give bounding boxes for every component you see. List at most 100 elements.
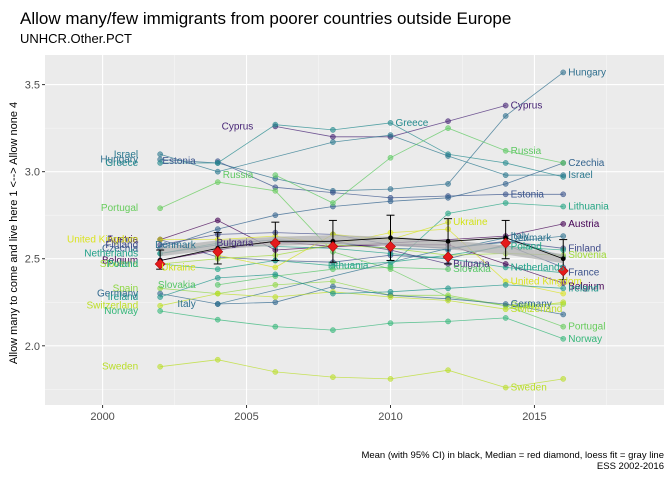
country-label-right: Denmark: [511, 233, 553, 244]
mean-line: [160, 237, 564, 261]
x-axis: 2000 2005 2010 2015: [90, 405, 547, 423]
series-point: [330, 290, 336, 297]
series-line: [160, 310, 564, 340]
series-line: [160, 286, 564, 315]
median-diamond: [557, 265, 569, 277]
series-point: [214, 275, 221, 281]
country-label-left: Poland: [107, 259, 138, 270]
mean-point: [445, 238, 451, 244]
series-israel: [157, 132, 567, 178]
series-point: [272, 369, 279, 375]
plot-panel: Hungary Hungary Cyprus Cyprus Estonia Estonia…: [45, 55, 664, 405]
country-label-right: Belgium: [568, 282, 604, 293]
country-label-right: Ukraine: [453, 217, 488, 228]
series-point: [157, 308, 164, 314]
country-label-left: Russia: [223, 170, 254, 181]
y-tick-label: 2.0: [25, 341, 40, 353]
series-point: [330, 189, 336, 196]
series-point: [272, 271, 279, 278]
median-diamond: [385, 241, 396, 252]
series-point: [272, 294, 279, 300]
labels-layer: Hungary Hungary Cyprus Cyprus Estonia Estonia…: [67, 67, 609, 393]
y-tick-label: 3.0: [25, 167, 40, 179]
series-line: [160, 273, 564, 298]
series-point: [157, 205, 164, 212]
series-point: [330, 278, 336, 285]
series-point: [214, 301, 221, 307]
series-sweden: [157, 356, 567, 391]
country-label-left: Slovakia: [158, 280, 196, 291]
series-point: [330, 133, 336, 140]
country-label-left: Hungary: [100, 154, 138, 165]
country-label-right: Germany: [511, 299, 552, 310]
series-point: [502, 301, 509, 307]
series-point: [445, 297, 451, 304]
country-label-left: Portugal: [101, 203, 138, 214]
country-label-right: Russia: [511, 146, 542, 157]
country-label-left: Denmark: [155, 240, 197, 251]
country-label-right: Finland: [568, 243, 601, 254]
series-point: [445, 285, 451, 292]
series-point: [157, 363, 164, 370]
series-point: [560, 191, 567, 198]
series-point: [330, 139, 336, 145]
series-point: [272, 172, 279, 178]
country-label-left: Italy: [177, 299, 195, 310]
y-tick-label: 3.5: [25, 80, 40, 92]
country-label-left: Belgium: [102, 255, 138, 266]
country-label-left: Spain: [113, 283, 139, 294]
country-label-right: Greece: [395, 118, 428, 129]
y-axis-label: Allow many to come and live here 1 <--> …: [8, 102, 20, 364]
country-label-left: Netherlands: [84, 249, 138, 260]
series-point: [445, 181, 451, 187]
series-point: [560, 160, 567, 166]
country-label-left: Ireland: [108, 292, 139, 303]
chart-title: Allow many/few immigrants from poorer co…: [20, 9, 511, 28]
series-point: [387, 294, 394, 300]
series-point: [560, 335, 567, 342]
country-label-right: Austria: [568, 219, 600, 230]
country-label-left: Israel: [114, 149, 138, 160]
median-diamond: [269, 237, 281, 249]
series-point: [387, 120, 394, 126]
series-point: [214, 316, 221, 323]
series-point: [502, 172, 509, 178]
country-label-left: Norway: [104, 306, 138, 317]
series-greece: [157, 120, 567, 180]
series-point: [272, 323, 279, 330]
series-point: [387, 154, 394, 161]
series-point: [387, 320, 394, 327]
series-point: [272, 299, 279, 306]
series-point: [560, 376, 567, 382]
series-point: [214, 266, 221, 273]
country-label-left: Switzerland: [86, 301, 138, 312]
x-tick-label: 2015: [522, 411, 546, 423]
series-point: [560, 311, 567, 318]
series-point: [272, 212, 279, 219]
caption-line-2: ESS 2002-2016: [597, 461, 664, 472]
series-point: [214, 160, 221, 166]
series-point: [502, 181, 509, 187]
country-label-right: Cyprus: [511, 100, 543, 111]
series-line: [160, 291, 564, 310]
series-ireland: [157, 271, 567, 300]
country-label-left: Finland: [105, 240, 138, 251]
series-line: [160, 162, 564, 249]
x-tick-label: 2000: [90, 411, 114, 423]
series-point: [560, 285, 567, 292]
y-axis: 2.0 2.5 3.0 3.5: [25, 80, 45, 353]
series-point: [387, 376, 394, 382]
series-point: [387, 132, 394, 138]
country-label-right: Spain: [511, 301, 537, 312]
series-point: [330, 200, 336, 206]
series-point: [272, 282, 279, 288]
country-label-left: Estonia: [162, 156, 196, 167]
median-diamond: [500, 237, 512, 249]
country-label-right: United Kingdom: [511, 276, 582, 287]
mean-point: [388, 235, 393, 241]
country-label-left: Austria: [107, 235, 139, 246]
country-label-right: Netherlands: [511, 262, 565, 273]
country-label-left: Ukraine: [161, 262, 196, 273]
series-line: [160, 359, 564, 389]
series-point: [272, 187, 279, 194]
